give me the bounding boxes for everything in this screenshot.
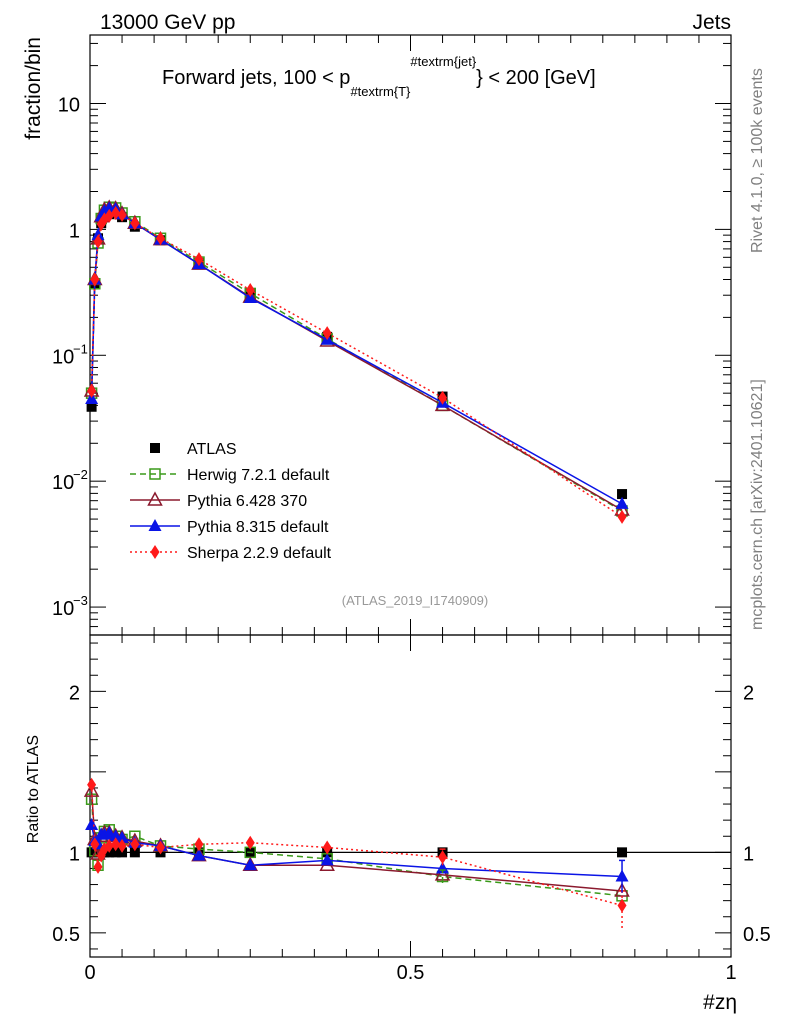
main-point: [104, 208, 114, 223]
ratio-reference-point: [129, 847, 140, 858]
main-series-line: [90, 212, 623, 518]
x-tick-label: 1: [725, 962, 736, 984]
ratio-point: [90, 837, 100, 852]
y-tick-label-main: 10: [52, 472, 74, 494]
x-tick-label: 0.5: [397, 962, 425, 984]
category-label: Jets: [692, 11, 731, 34]
ratio-point: [322, 840, 332, 855]
ratio-reference-point: [617, 847, 628, 858]
ratio-point: [130, 837, 140, 852]
mcplots-caption: mcplots.cern.ch [arXiv:2401.10621]: [749, 379, 766, 630]
plot-title-main: Forward jets, 100 < p: [162, 67, 350, 89]
main-series-line: [90, 207, 623, 505]
main-point: [86, 401, 97, 412]
legend-marker: [149, 468, 161, 480]
y-tick-label-exp: −3: [73, 593, 88, 608]
y-tick-label-main: 10: [58, 94, 80, 116]
ratio-point: [93, 859, 103, 874]
ratio-point: [617, 898, 627, 913]
main-point: [111, 205, 121, 220]
ratio-point: [194, 837, 204, 852]
ratio-series-line: [90, 824, 623, 878]
ratio-plot-frame: [89, 634, 732, 958]
ratio-point: [102, 826, 116, 839]
ratio-point: [436, 861, 450, 874]
ratio-point: [245, 835, 255, 850]
y-tick-label-ratio: 2: [69, 682, 80, 704]
legend-label: Pythia 8.315 default: [187, 519, 329, 536]
legend-marker: [147, 491, 163, 506]
y-tick-label-exp: −1: [73, 341, 88, 356]
ratio-series-line: [90, 791, 623, 892]
y-tick-label-ratio-right: 2: [743, 682, 754, 704]
ratio-point: [192, 848, 206, 861]
y-tick-label-exp: −2: [73, 467, 88, 482]
ratio-reference-point: [110, 847, 121, 858]
ratio-point: [111, 837, 121, 852]
ratio-point: [156, 840, 166, 855]
legend-label: Herwig 7.2.1 default: [187, 467, 330, 484]
y-tick-label-main: 10: [52, 598, 74, 620]
energy-label: 13000 GeV pp: [100, 11, 235, 34]
main-point: [93, 234, 103, 249]
legend-label: Sherpa 2.2.9 default: [187, 545, 332, 562]
legend-marker: [150, 443, 160, 453]
ratio-series-line: [90, 784, 623, 907]
ratio-point: [320, 853, 334, 866]
ratio-point: [243, 858, 257, 871]
y-axis-label-main: fraction/bin: [22, 37, 45, 140]
ratio-series-line: [90, 799, 623, 897]
main-point: [243, 291, 257, 304]
plot-title: Forward jets, 100 < p#textrm{T} #textrm{j…: [162, 54, 596, 99]
main-point: [90, 272, 100, 287]
ratio-point: [104, 838, 114, 853]
main-point: [322, 326, 332, 341]
x-tick-label: 0: [84, 962, 95, 984]
main-point: [156, 231, 166, 246]
main-point: [130, 216, 140, 231]
legend-marker: [150, 545, 160, 559]
y-tick-label-ratio: 1: [69, 843, 80, 865]
plot-title-end: } < 200 [GeV]: [476, 67, 596, 89]
main-series-line: [90, 206, 623, 512]
legend-label: ATLAS: [187, 441, 237, 458]
main-point: [194, 252, 204, 267]
legend-marker: [148, 519, 162, 531]
x-axis-label: #zη: [703, 991, 737, 1014]
main-point: [117, 208, 127, 223]
ratio-point: [117, 838, 127, 853]
ratio-series-group: [83, 777, 630, 929]
main-point: [438, 390, 448, 405]
y-axis-label-ratio: Ratio to ATLAS: [25, 735, 42, 843]
y-tick-label-main: 1: [69, 220, 80, 242]
main-point: [245, 283, 255, 298]
main-point: [617, 509, 627, 524]
ratio-point: [85, 817, 99, 830]
main-point: [617, 489, 628, 500]
main-point: [87, 384, 97, 399]
ratio-point: [614, 882, 630, 897]
y-tick-label-ratio-right: 0.5: [743, 924, 771, 946]
plot-title-sup: #textrm{jet}: [410, 54, 476, 69]
y-tick-label-ratio-right: 1: [743, 843, 754, 865]
ratio-point: [115, 830, 129, 843]
main-point: [615, 496, 629, 509]
main-point: [91, 228, 105, 241]
plot-title-sub: #textrm{T}: [350, 84, 411, 99]
rivet-caption: Rivet 4.1.0, ≥ 100k events: [749, 68, 766, 253]
main-series-group: [83, 199, 630, 524]
ratio-point: [87, 777, 97, 792]
legend: ATLAS Herwig 7.2.1 default Pythia 6.428 37…: [130, 441, 332, 562]
ratio-point: [438, 850, 448, 865]
analysis-id: (ATLAS_2019_I1740909): [342, 593, 488, 608]
y-tick-label-ratio: 0.5: [52, 924, 80, 946]
legend-label: Pythia 6.428 370: [187, 493, 307, 510]
y-tick-label-main: 10: [52, 346, 74, 368]
